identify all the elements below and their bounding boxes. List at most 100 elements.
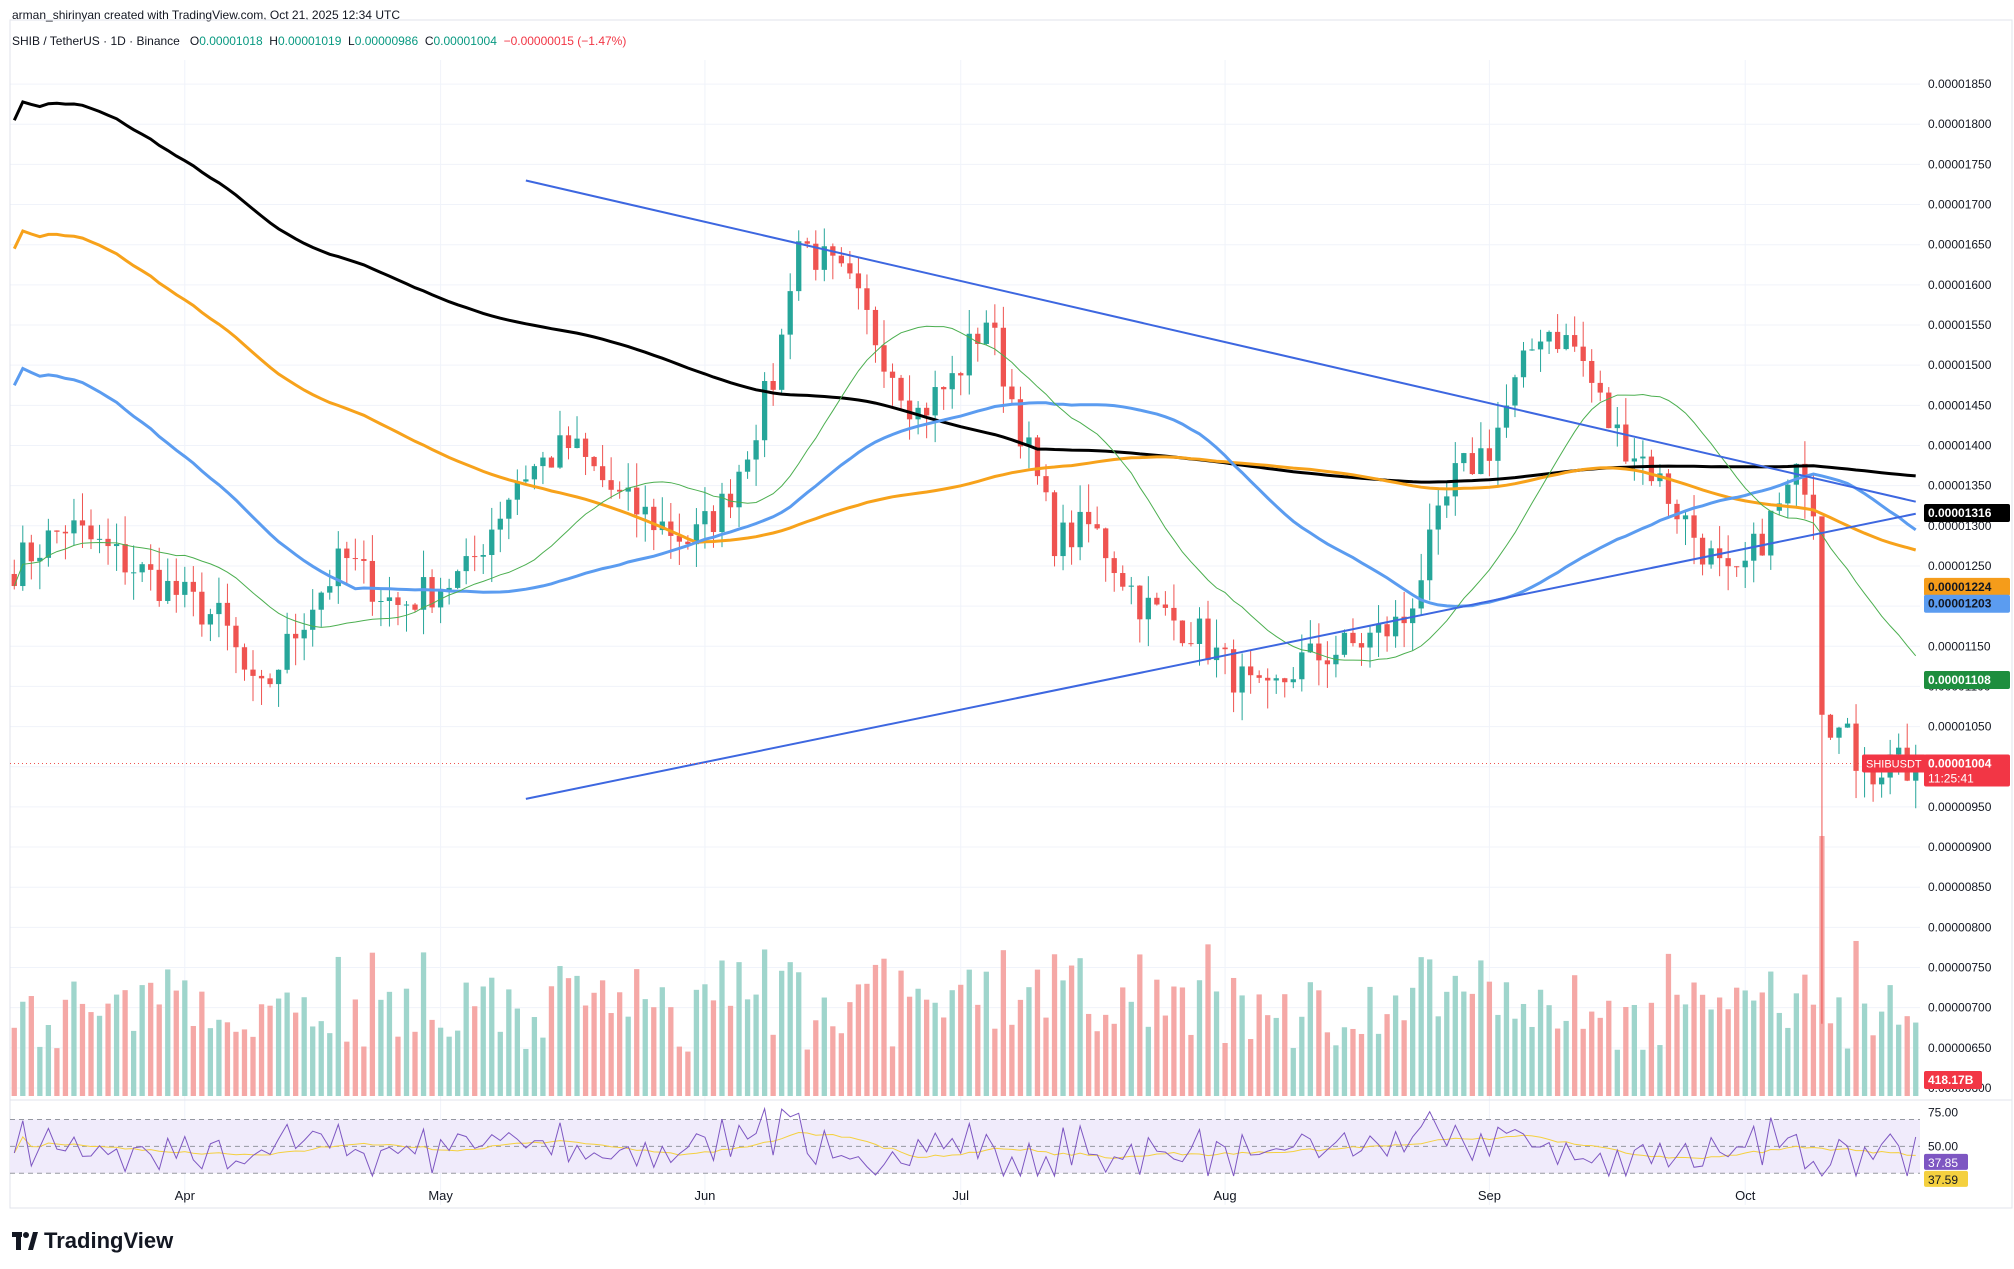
candle-body	[412, 604, 418, 610]
candle-body	[1068, 522, 1075, 548]
candle-body	[45, 530, 52, 558]
candle-body	[1478, 448, 1484, 475]
candle-body	[1486, 448, 1493, 461]
candle-body	[599, 466, 606, 481]
candle-body	[130, 572, 137, 574]
volume-bar	[1537, 989, 1544, 1096]
volume-bar	[130, 1030, 137, 1096]
volume-bar	[250, 1036, 256, 1096]
candle-body	[1009, 386, 1015, 400]
candle-body	[685, 541, 691, 545]
volume-bar	[1358, 1033, 1365, 1096]
volume-bar	[224, 1022, 231, 1096]
candle-body	[54, 530, 60, 532]
y-tick-label: 0.00000700	[1928, 1001, 1992, 1015]
candle-body	[1802, 463, 1808, 495]
volume-bar	[480, 986, 486, 1096]
volume-bar	[710, 1000, 717, 1096]
volume-bar	[761, 949, 768, 1096]
candle-body	[403, 604, 410, 606]
trendlines	[10, 179, 1920, 800]
symbol-name[interactable]: SHIB / TetherUS · 1D · Binance	[12, 34, 180, 48]
candle-body	[1017, 399, 1024, 447]
volume-bar	[1427, 959, 1433, 1096]
volume-bar	[975, 1004, 981, 1096]
candle-body	[1503, 405, 1510, 428]
candle-body	[1137, 585, 1143, 620]
candle-body	[233, 625, 239, 648]
tradingview-logo[interactable]: TradingView	[12, 1228, 173, 1254]
volume-bar	[1878, 1011, 1885, 1096]
volume-bar	[1529, 1026, 1535, 1096]
candle-body	[531, 466, 538, 480]
volume-bar	[241, 1029, 248, 1096]
candle-body	[855, 273, 862, 289]
volume-bar	[941, 1017, 947, 1096]
volume-bar	[1776, 1012, 1782, 1096]
candle-body	[28, 542, 34, 562]
volume-bar	[199, 991, 205, 1096]
volume-bar	[693, 989, 700, 1096]
candle-body	[1896, 747, 1902, 755]
candle-body	[258, 675, 265, 679]
volume-bar	[446, 1036, 452, 1096]
volume-bar	[1367, 986, 1373, 1096]
rsi-value-tag: 37.85	[1928, 1156, 1958, 1170]
candle-body	[352, 558, 358, 560]
candle-body	[1290, 679, 1296, 683]
volume-bar	[437, 1027, 444, 1096]
volume-bar	[267, 1005, 273, 1096]
candle-body	[864, 288, 870, 310]
volume-bar	[1836, 997, 1842, 1096]
candle-body	[344, 548, 350, 559]
y-tick-label: 0.00000950	[1928, 800, 1992, 814]
candle-body	[804, 241, 810, 244]
volume-bar	[1844, 1048, 1851, 1096]
rsi-ma-line	[13, 1131, 1916, 1160]
symbol-tag: SHIBUSDT	[1866, 759, 1922, 771]
volume-bar	[1128, 1001, 1134, 1096]
candle-body	[1725, 558, 1731, 567]
volume-bar	[1913, 1022, 1919, 1096]
volume-bar	[1768, 971, 1774, 1096]
volume-bar	[1606, 1000, 1612, 1096]
candle-body	[719, 493, 725, 533]
candle-body	[702, 511, 708, 525]
candle-body	[429, 577, 435, 608]
volume-bar	[284, 992, 290, 1096]
candle-body	[497, 518, 503, 530]
candle-body	[361, 559, 367, 561]
candle-body	[1094, 524, 1100, 529]
candle-body	[1239, 666, 1245, 693]
volume-bar	[1708, 1009, 1714, 1096]
candle-body	[872, 309, 879, 346]
candle-body	[62, 531, 69, 534]
volume-bar	[1657, 1045, 1663, 1096]
volume-bar	[37, 1046, 43, 1096]
candle-body	[1350, 632, 1356, 644]
volume-bar	[190, 1025, 196, 1096]
candle-body	[327, 586, 333, 593]
volume-bar	[1273, 1017, 1279, 1096]
volume-bars	[11, 836, 1919, 1096]
volume-bar	[88, 1012, 94, 1096]
low-value: 0.00000986	[354, 34, 419, 48]
candle-body	[275, 669, 282, 685]
y-tick-label: 0.00001500	[1928, 358, 1992, 372]
candle-body	[693, 524, 700, 545]
candle-body	[250, 669, 256, 676]
candle-body	[932, 387, 938, 416]
volume-bar	[736, 962, 742, 1096]
volume-bar	[1597, 1017, 1603, 1096]
candle-body	[941, 387, 947, 390]
candle-body	[369, 560, 376, 602]
volume-bar	[523, 1048, 529, 1096]
volume-bar	[992, 1028, 998, 1096]
low-label: L	[348, 34, 355, 48]
candle-body	[122, 544, 128, 573]
candle-body	[1341, 632, 1348, 655]
volume-bar	[1205, 944, 1211, 1096]
x-tick-label: Jul	[952, 1188, 969, 1203]
